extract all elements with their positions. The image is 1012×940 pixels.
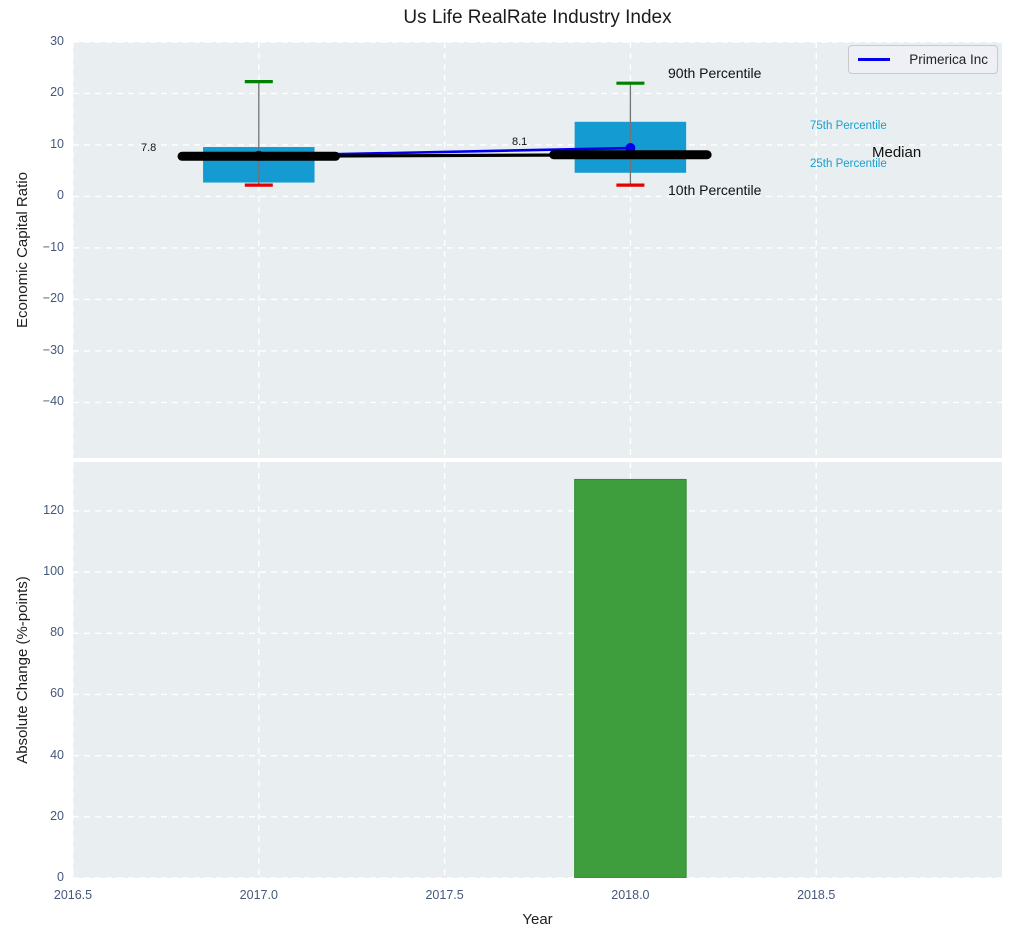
annotation-75th-percentile: 75th Percentile: [810, 120, 887, 132]
x-tick-label: 2016.5: [53, 888, 93, 902]
bottom-y-axis-label: Absolute Change (%-points): [14, 576, 31, 764]
change-bar-2018: [574, 478, 687, 878]
y-tick-label: −40: [42, 394, 64, 409]
annotation-90th-percentile: 90th Percentile: [668, 65, 762, 81]
x-tick-label: 2017.0: [239, 888, 278, 902]
x-tick-label: 2018.0: [611, 888, 650, 902]
y-tick-label: 20: [50, 85, 64, 100]
y-tick-label: 100: [43, 564, 64, 579]
x-axis-label: Year: [522, 911, 553, 928]
boxplot-chart: [73, 42, 1002, 458]
bottom-axes-plot-area: [73, 462, 1002, 878]
y-tick-label: 60: [50, 686, 64, 701]
chart-title: Us Life RealRate Industry Index: [403, 7, 672, 28]
y-tick-label: 30: [50, 34, 64, 48]
bar-chart: [73, 462, 1002, 878]
x-tick-label: 2017.5: [425, 888, 464, 902]
y-tick-label: 0: [57, 188, 64, 203]
y-tick-label: −10: [42, 239, 64, 254]
annotation-25th-percentile: 25th Percentile: [810, 158, 887, 170]
median-value-label-2018: 8.1: [512, 136, 528, 148]
annotation-median: Median: [872, 144, 922, 161]
y-tick-label: 0: [57, 870, 64, 884]
y-tick-label: −20: [42, 291, 64, 306]
y-tick-label: 10: [50, 136, 64, 151]
legend: Primerica Inc: [848, 45, 998, 74]
y-tick-label: 80: [50, 625, 64, 640]
x-tick-label: 2018.5: [797, 888, 836, 902]
y-tick-label: 40: [50, 747, 64, 762]
legend-line-sample-icon: [858, 58, 890, 61]
y-tick-label: 20: [50, 808, 64, 823]
top-axes-plot-area: [73, 42, 1002, 458]
y-tick-label: 120: [43, 502, 64, 517]
annotation-10th-percentile: 10th Percentile: [668, 182, 762, 198]
legend-label: Primerica Inc: [909, 52, 988, 67]
y-tick-label: −30: [42, 342, 64, 357]
median-value-label-2017: 7.8: [141, 142, 157, 154]
